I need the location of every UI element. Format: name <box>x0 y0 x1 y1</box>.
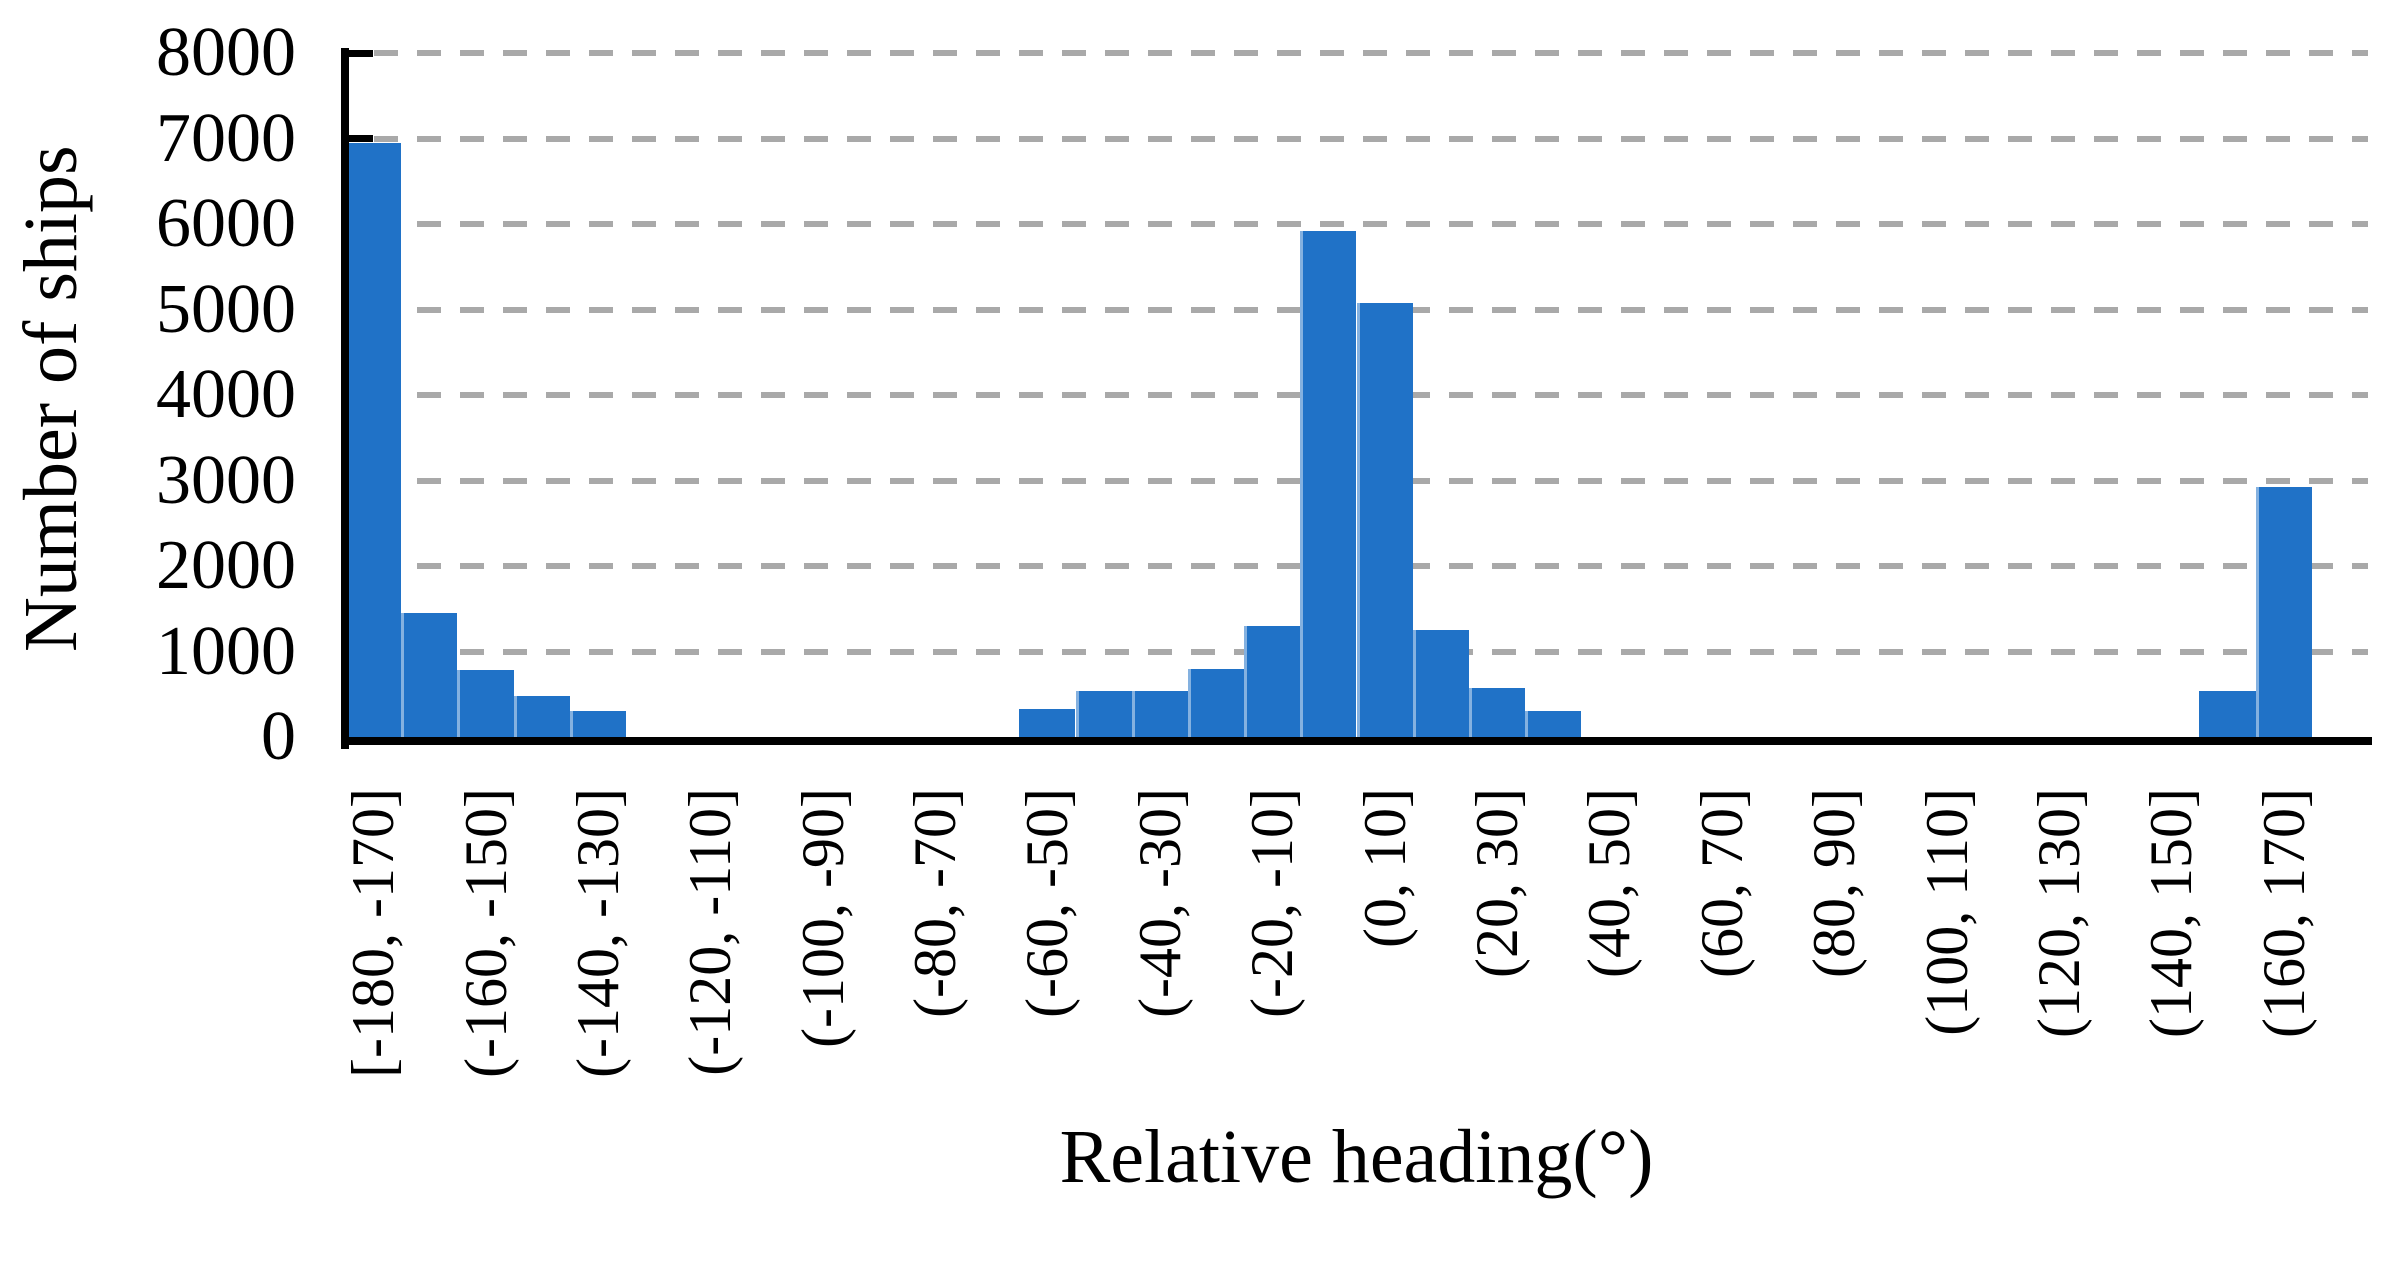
y-tick-label: 1000 <box>156 612 296 690</box>
y-tick-label: 7000 <box>156 99 296 177</box>
y-tick-label: 6000 <box>156 185 296 262</box>
y-tick-mark <box>343 49 373 57</box>
x-axis-title: Relative heading(°) <box>1059 1115 1654 1199</box>
histogram-bar <box>1075 690 1132 741</box>
x-tick-label: (80, 90] <box>1801 788 1868 978</box>
x-tick-label: (40, 50] <box>1576 788 1643 978</box>
histogram-bar <box>1468 688 1526 741</box>
x-tick-label: (-160, -150] <box>452 788 519 1078</box>
y-gridline <box>374 135 2368 142</box>
histogram-bar <box>2199 690 2256 741</box>
x-tick-label: (0, 10] <box>1351 788 1418 948</box>
histogram-bar <box>1244 625 1301 742</box>
y-tick-mark <box>343 135 373 142</box>
x-tick-label: (60, 70] <box>1688 788 1755 978</box>
histogram-bar <box>1019 708 1076 741</box>
histogram-bar <box>401 613 458 741</box>
histogram-bar <box>513 696 570 741</box>
histogram-bar <box>1412 630 1469 741</box>
x-tick-label: (20, 30] <box>1464 788 1530 978</box>
x-tick-label: (160, 170] <box>2250 788 2317 1038</box>
x-tick-label: [-180, -170] <box>340 788 407 1078</box>
histogram-bar <box>1187 668 1245 741</box>
histogram-bar <box>345 142 402 741</box>
x-tick-label: (120, 130] <box>2025 788 2092 1038</box>
histogram-bar <box>1356 302 1413 741</box>
x-tick-label: (-120, -110] <box>677 788 744 1076</box>
x-tick-label: (-100, -90] <box>789 788 856 1048</box>
x-tick-label: (-80, -70] <box>902 788 968 1018</box>
histogram-bar <box>1525 711 1582 742</box>
x-tick-label: (-40, -30] <box>1126 788 1193 1018</box>
y-tick-label: 5000 <box>156 270 296 348</box>
y-gridline <box>374 221 2368 227</box>
y-tick-label: 0 <box>261 698 296 775</box>
histogram-bar <box>1131 690 1188 741</box>
y-axis-line <box>341 48 349 749</box>
histogram-bar <box>1300 230 1357 741</box>
y-tick-label: 8000 <box>156 14 296 91</box>
x-tick-label: (100, 110] <box>1913 788 1980 1036</box>
y-gridline <box>374 50 2368 56</box>
y-tick-label: 3000 <box>156 441 296 519</box>
y-tick-label: 2000 <box>156 527 296 604</box>
x-tick-label: (140, 150] <box>2138 788 2205 1038</box>
x-tick-label: (-140, -130] <box>564 788 631 1078</box>
histogram-bar <box>457 670 514 741</box>
y-tick-label: 4000 <box>156 356 296 433</box>
histogram-bar <box>2255 487 2312 741</box>
y-axis-title: Number of ships <box>9 145 93 652</box>
histogram-bar <box>569 710 626 741</box>
x-axis-title-container: Relative heading(°) <box>345 1118 2368 1196</box>
x-tick-label: (-60, -50] <box>1014 788 1081 1018</box>
x-axis-line <box>341 737 2372 745</box>
x-tick-label: (-20, -10] <box>1239 788 1306 1018</box>
